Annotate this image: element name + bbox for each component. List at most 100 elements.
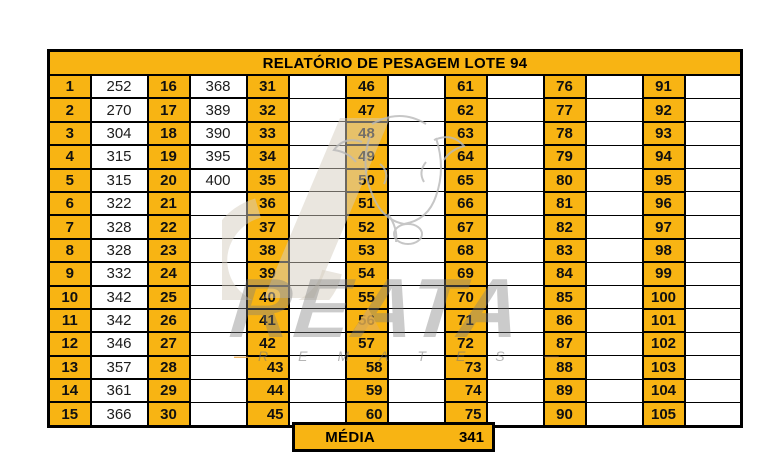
weight-value-cell [585,261,643,287]
lot-number-cell: 25 [146,284,191,310]
lot-number-cell: 33 [245,120,290,147]
weight-value-cell: 342 [89,307,149,334]
weight-value-cell [486,74,544,99]
lot-number-cell: 51 [344,190,389,217]
lot-number-cell: 103 [641,354,686,381]
weight-value-cell [486,191,544,216]
weight-value-cell: 328 [89,214,149,240]
weight-value-cell [486,168,544,193]
lot-number-cell: 10 [47,284,92,310]
lot-number-cell: 82 [542,214,587,240]
lot-number-cell: 91 [641,73,686,100]
lot-number-cell: 88 [542,354,587,381]
lot-number-cell: 76 [542,73,587,100]
table-row: 5 315 20 400 35 50 65 80 95 [47,167,743,193]
weight-value-cell [486,331,544,357]
lot-number-cell: 101 [641,307,686,334]
lot-number-cell: 92 [641,97,686,123]
weight-value-cell [585,355,643,380]
lot-number-cell: 85 [542,284,587,310]
weight-value-cell: 389 [188,97,248,123]
weight-value-cell [288,261,346,287]
lot-number-cell: 55 [344,284,389,310]
lot-number-cell: 38 [245,237,290,264]
lot-number-cell: 2 [47,97,92,123]
weight-value-cell [585,401,643,427]
lot-number-cell: 16 [146,73,191,100]
table-row: 7 328 22 37 52 67 82 97 [47,214,743,240]
lot-number-cell: 17 [146,97,191,123]
lot-number-cell: 83 [542,237,587,264]
weight-value-cell [486,308,544,333]
weight-value-cell [585,97,643,123]
lot-number-cell: 80 [542,167,587,193]
weight-value-cell: 361 [89,378,149,404]
lot-number-cell: 8 [47,237,92,264]
table-row: 4 315 19 395 34 49 64 79 94 [47,144,743,170]
weight-value-cell: 315 [89,167,149,193]
lot-number-cell: 1 [47,73,92,100]
lot-number-cell: 104 [641,378,686,404]
weight-value-cell: 270 [89,97,149,123]
lot-number-cell: 47 [344,97,389,123]
lot-number-cell: 50 [344,167,389,193]
weight-value-cell [288,378,346,403]
weight-value-cell [189,401,247,427]
lot-number-cell: 98 [641,237,686,264]
weight-value-cell [486,214,544,240]
weight-value-cell [288,121,346,146]
weight-value-cell: 368 [188,73,248,100]
lot-number-cell: 77 [542,97,587,123]
lot-number-cell: 31 [245,73,290,100]
lot-number-cell: 99 [641,261,686,287]
media-label: MÉDIA [325,428,376,446]
weight-value-cell [387,355,445,380]
table-row: 11 342 26 41 56 71 86 101 [47,307,743,334]
lot-number-cell: 9 [47,261,92,287]
lot-number-cell: 68 [443,237,488,264]
lot-number-cell: 4 [47,144,92,170]
weight-value-cell [189,308,247,333]
weight-value-cell [486,401,544,427]
lot-number-cell: 28 [146,354,191,381]
lot-number-cell: 90 [542,401,587,428]
weight-value-cell [683,238,743,263]
table-row: 3 304 18 390 33 48 63 78 93 [47,120,743,147]
lot-number-cell: 69 [443,261,488,287]
weight-value-cell [683,121,743,146]
weight-value-cell [288,238,346,263]
lot-number-cell: 15 [47,401,92,428]
lot-number-cell: 96 [641,190,686,217]
report-title: RELATÓRIO DE PESAGEM LOTE 94 [47,49,743,76]
weight-value-cell [189,261,247,287]
weight-value-cell [683,378,743,403]
lot-number-cell: 36 [245,190,290,217]
table-row: 1 252 16 368 31 46 61 76 91 [47,73,743,100]
weight-value-cell: 322 [89,190,149,217]
weight-value-cell [288,74,346,99]
lot-number-cell: 30 [146,401,191,428]
lot-number-cell: 37 [245,214,290,240]
weight-value-cell [486,261,544,287]
table-row: 6 322 21 36 51 66 81 96 [47,190,743,217]
lot-number-cell: 20 [146,167,191,193]
weight-value-cell [387,378,445,403]
lot-number-cell: 19 [146,144,191,170]
weight-value-cell [585,191,643,216]
weight-value-cell [683,308,743,333]
lot-number-cell: 65 [443,167,488,193]
weight-value-cell [387,191,445,216]
weight-value-cell [683,191,743,216]
weight-value-cell [387,308,445,333]
lot-number-cell: 70 [443,284,488,310]
weight-value-cell [288,355,346,380]
weight-value-cell [486,285,544,310]
weight-value-cell [387,97,445,123]
lot-number-cell: 66 [443,190,488,217]
weight-value-cell [387,121,445,146]
lot-number-cell: 46 [344,73,389,100]
table-row: 8 328 23 38 53 68 83 98 [47,237,743,264]
weight-value-cell [189,191,247,216]
weight-value-cell [486,97,544,123]
